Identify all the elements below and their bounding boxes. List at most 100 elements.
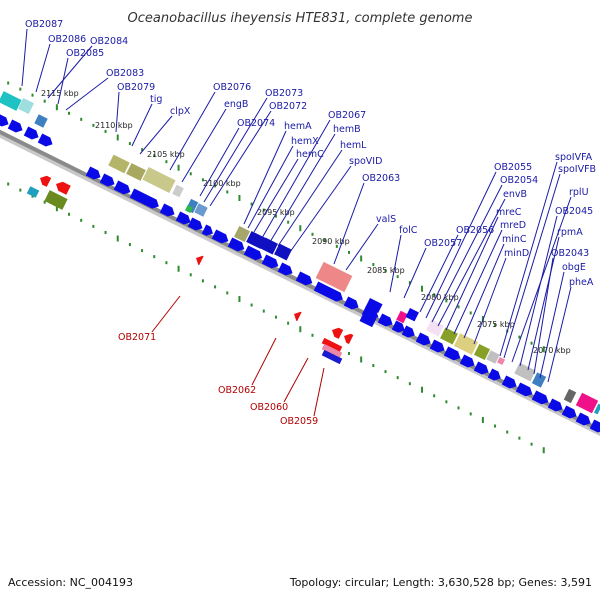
gene-label: minC [502,234,527,245]
gene-label: OB2079 [117,82,155,93]
forward-cds-arrow [201,224,213,236]
gene-leader-line [21,28,28,87]
scale-tick [494,424,497,428]
scale-tick [128,243,131,247]
scale-tick [433,394,436,398]
gene-label-reverse: OB2059 [280,416,318,427]
gene-label: hemX [291,136,319,147]
scale-tick [214,184,217,188]
gene-leader-line [115,91,120,133]
forward-cds-arrow [243,245,263,261]
gene-label: OB2063 [362,173,400,184]
reverse-cds-arrow [39,175,52,187]
feature-box [184,204,194,214]
gene-leader-line [453,229,503,335]
feature-box [34,114,48,128]
scale-label: 2105 kbp [147,150,185,159]
forward-cds-arrow [459,354,475,368]
feature-box [531,372,547,388]
forward-cds-arrow [0,113,9,127]
feature-box [575,392,599,414]
gene-leader-line [131,103,153,147]
scale-label: 2070 kbp [533,346,571,355]
gene-label: folC [399,225,418,236]
forward-cds-arrow [159,203,175,217]
forward-cds-arrow [547,398,563,412]
gene-leader-line [247,145,294,229]
gene-label: OB2072 [269,101,307,112]
scale-tick [31,93,34,97]
gene-label: spoIVFA [555,152,593,163]
scale-tick [214,285,217,289]
scale-tick [104,230,107,234]
gene-leader-line [47,45,93,99]
scale-label: 2085 kbp [367,266,405,275]
gene-leader-line [547,286,572,383]
scale-tick [396,376,399,380]
gene-leader-line [539,271,565,379]
scale-tick [177,164,180,171]
feature-box [172,184,184,198]
feature-box [426,319,444,337]
gene-leader-line [277,149,343,247]
scale-label: 2090 kbp [312,237,350,246]
gene-label: valS [376,214,396,225]
forward-cds-arrow [415,332,431,346]
scale-tick [481,416,484,423]
feature-box [0,91,22,111]
scale-tick [384,370,387,374]
scale-tick [116,235,119,242]
scale-tick [92,224,95,228]
gene-label: hemA [284,121,312,132]
scale-tick [457,406,460,410]
scale-tick [153,255,156,259]
scale-tick [347,351,350,355]
forward-cds-arrow [443,346,461,361]
gene-label: clpX [170,106,191,117]
gene-leader-line [419,234,459,313]
scale-tick [445,299,448,303]
gene-label: pheA [569,277,594,288]
scale-tick [226,291,229,295]
gene-label: obgE [562,262,586,273]
gene-label: mreD [500,220,526,231]
scale-tick [457,305,460,309]
forward-cds-arrow [377,313,393,327]
reverse-cds-arrow [56,181,71,195]
gene-leader-line [261,119,331,239]
gene-label: OB2056 [456,225,494,236]
scale-tick [396,275,399,279]
gene-label: tig [150,94,162,105]
scale-tick [68,212,71,216]
forward-cds-arrow [99,173,115,187]
scale-tick [542,346,545,353]
forward-cds-arrow [473,361,489,375]
scale-tick [433,293,436,297]
gene-label: OB2055 [494,162,532,173]
scale-tick [92,123,95,127]
scale-tick [153,154,156,158]
gene-leader-line [269,133,336,243]
forward-cds-block [405,307,419,322]
scale-tick [68,111,71,115]
forward-cds-arrow [227,237,245,252]
feature-box [315,261,353,293]
gene-leader-line [65,77,109,111]
scale-tick [360,356,363,363]
feature-box [514,362,536,382]
gene-label-reverse: OB2071 [118,332,156,343]
forward-cds-arrow [23,126,39,140]
scale-tick [201,178,204,182]
scale-tick [238,295,241,302]
gene-leader-line [253,158,299,233]
gene-label: OB2086 [48,34,86,45]
scale-tick [518,335,521,339]
forward-cds-arrow [561,405,577,419]
gene-label: hemL [340,140,367,151]
forward-cds-arrow [515,382,533,397]
scale-tick [335,244,338,248]
gene-leader-line [437,198,506,327]
forward-cds-arrow [429,339,445,353]
